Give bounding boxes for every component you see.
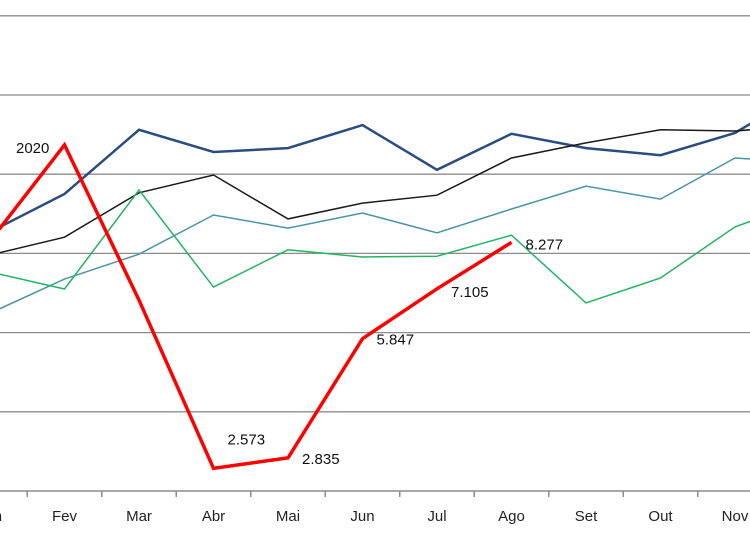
x-tick-label: Ago [498, 508, 525, 525]
x-tick-label: Fev [52, 508, 78, 525]
x-tick-label: Jun [350, 508, 374, 525]
x-tick-label: Nov [722, 508, 749, 525]
x-tick-label: Out [648, 508, 673, 525]
x-tick-label: Abr [202, 508, 225, 525]
series-line-2019 [0, 122, 750, 229]
data-label: 8.277 [526, 236, 564, 253]
series-line-2020 [0, 141, 513, 471]
series-line-teal-series [0, 157, 750, 310]
x-tick-label: Mai [276, 508, 300, 525]
series-label-2020: 2020 [16, 140, 49, 157]
series-line-2018 [0, 129, 750, 254]
x-tick-label: Set [575, 508, 598, 525]
x-tick-label: Jul [427, 508, 446, 525]
series-line-green-series [0, 188, 750, 304]
data-label: 7.105 [451, 284, 489, 301]
data-label: 5.847 [377, 332, 415, 349]
data-label: 2.573 [228, 431, 266, 448]
x-tick-label: Mar [126, 508, 152, 525]
data-label: 2.835 [302, 451, 340, 468]
x-tick-label: Jan [0, 508, 2, 525]
